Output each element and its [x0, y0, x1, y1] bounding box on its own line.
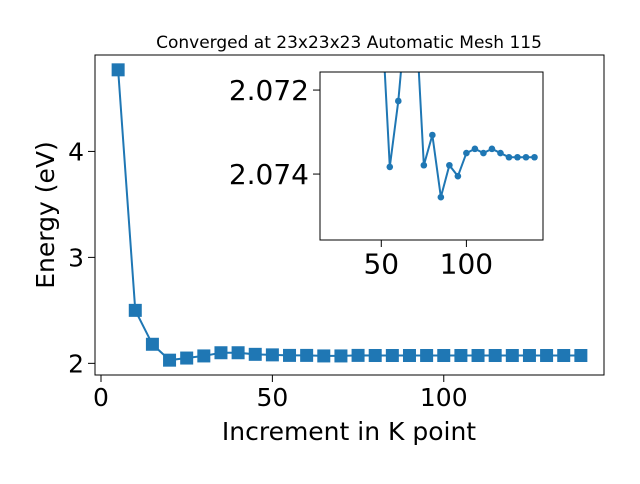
y-axis-label: Energy (eV) — [31, 141, 60, 288]
marker — [557, 349, 571, 363]
marker — [437, 349, 451, 363]
marker — [446, 161, 453, 169]
plot-area — [111, 63, 588, 367]
y-tick-label: 4 — [68, 137, 84, 166]
marker — [128, 303, 142, 317]
marker — [197, 349, 211, 363]
plot-area — [383, 72, 538, 201]
marker — [334, 349, 348, 363]
marker — [454, 172, 462, 180]
marker — [471, 349, 485, 363]
marker — [437, 193, 445, 201]
marker — [540, 349, 554, 363]
marker — [488, 145, 496, 153]
x-axis-label: Increment in K point — [222, 417, 476, 446]
marker — [420, 161, 428, 169]
x-tick-label: 100 — [420, 383, 468, 412]
marker — [429, 131, 436, 139]
y-tick-label: 2.074 — [229, 158, 309, 191]
marker — [420, 349, 434, 363]
marker — [574, 349, 588, 363]
marker — [522, 153, 530, 161]
marker — [463, 149, 470, 157]
x-tick-label: 0 — [93, 383, 109, 412]
marker — [531, 153, 538, 161]
marker — [180, 351, 194, 365]
marker — [385, 349, 399, 363]
marker — [145, 337, 159, 351]
chart-title: Converged at 23x23x23 Automatic Mesh 115 — [156, 33, 542, 53]
x-tick-label: 50 — [256, 383, 288, 412]
marker — [265, 348, 279, 362]
marker — [497, 149, 504, 157]
marker — [111, 63, 125, 77]
series-line — [117, 69, 581, 362]
marker — [480, 149, 487, 157]
marker — [248, 347, 262, 361]
marker — [505, 349, 519, 363]
marker — [231, 346, 245, 360]
marker — [368, 349, 382, 363]
x-tick-label: 100 — [440, 248, 493, 281]
axes-frame — [94, 54, 605, 376]
marker — [488, 349, 502, 363]
marker — [395, 97, 402, 105]
y-tick-label: 2.072 — [229, 74, 309, 107]
marker — [505, 153, 513, 161]
y-tick-label: 2 — [68, 349, 84, 378]
marker — [402, 349, 416, 363]
axes-frame — [319, 71, 544, 241]
marker — [514, 153, 521, 161]
x-tick-label: 50 — [363, 248, 399, 281]
marker — [300, 348, 314, 362]
marker — [351, 348, 365, 362]
marker — [471, 145, 479, 153]
marker — [317, 349, 331, 363]
marker — [283, 348, 297, 362]
marker — [163, 353, 177, 367]
y-tick-label: 3 — [68, 243, 84, 272]
marker — [522, 349, 536, 363]
marker — [214, 346, 228, 360]
marker — [454, 349, 468, 363]
marker — [386, 163, 394, 171]
